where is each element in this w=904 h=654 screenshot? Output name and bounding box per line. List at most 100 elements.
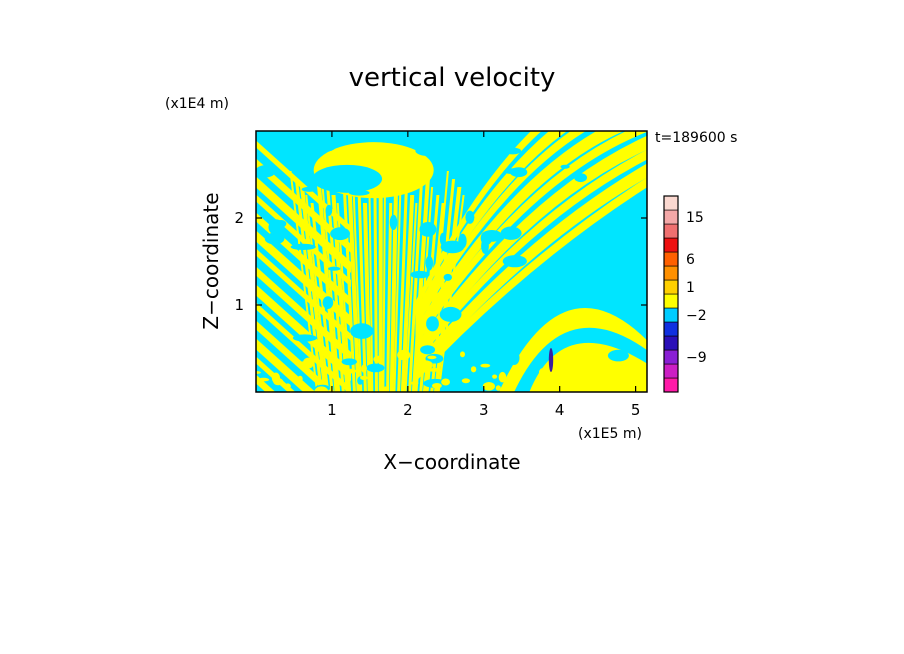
positive-band (256, 302, 351, 392)
negative-patch (627, 261, 635, 270)
positive-patch (628, 364, 636, 371)
negative-patch (350, 323, 374, 339)
positive-patch (603, 367, 609, 372)
colorbar-level (663, 307, 679, 323)
colorbar-level (663, 195, 679, 211)
negative-patch (440, 240, 465, 254)
positive-patch (495, 385, 501, 391)
negative-patch (465, 210, 475, 224)
positive-streak (408, 171, 424, 392)
negative-patch (508, 351, 520, 365)
chart-title: vertical velocity (349, 63, 556, 93)
x-tick-label: 3 (479, 401, 489, 419)
colorbar-level (663, 335, 679, 351)
negative-patch (419, 222, 437, 237)
positive-patch (461, 378, 470, 384)
positive-patch (382, 386, 388, 392)
positive-patch (360, 375, 368, 380)
positive-streak (321, 179, 341, 392)
negative-patch (502, 255, 527, 268)
positive-patch (582, 356, 594, 368)
y-axis-ticks: 12 (234, 209, 647, 314)
positive-arc-band (415, 149, 647, 365)
positive-arc-band (415, 177, 647, 382)
negative-patch (622, 210, 637, 221)
negative-patch (312, 136, 338, 152)
colorbar-level (663, 279, 679, 295)
positive-patch (427, 368, 442, 372)
positive-streak (373, 179, 378, 392)
positive-patch (302, 357, 314, 369)
negative-patch (256, 165, 276, 178)
negative-patch (574, 173, 587, 183)
negative-patch (420, 345, 436, 355)
y-tick-label: 2 (234, 209, 244, 227)
positive-arc-band (415, 135, 647, 360)
negative-patch (607, 349, 629, 362)
positive-patch (410, 381, 419, 385)
colorbar-level (663, 237, 679, 253)
negative-patch (301, 186, 317, 192)
colorbar-level (663, 251, 679, 267)
colorbar-label: 15 (686, 210, 704, 226)
x-tick-label: 4 (555, 401, 565, 419)
positive-streak (363, 203, 372, 392)
negative-blob (312, 164, 383, 193)
negative-patch (503, 168, 524, 175)
positive-patch (441, 378, 450, 386)
negative-patch (500, 226, 522, 240)
positive-streak (393, 179, 402, 392)
positive-streak (430, 179, 456, 392)
positive-patch (460, 351, 465, 358)
positive-streak (331, 195, 350, 392)
positive-streak (368, 171, 374, 392)
negative-patch (282, 358, 291, 364)
y-tick-label: 1 (234, 296, 244, 314)
y-axis-unit: (x1E4 m) (165, 96, 229, 112)
negative-patch (348, 190, 370, 196)
negative-patch (481, 238, 489, 255)
negative-patch (318, 138, 326, 143)
colorbar-label: −2 (686, 308, 707, 324)
negative-patch (459, 382, 479, 392)
negative-patch (443, 139, 456, 150)
negative-patch (264, 232, 285, 245)
positive-patch (258, 379, 264, 386)
positive-patch (314, 386, 329, 392)
positive-streak (404, 203, 418, 392)
colorbar-level (663, 223, 679, 239)
positive-patch (539, 368, 546, 377)
positive-patch (567, 373, 573, 378)
positive-band (256, 356, 296, 392)
positive-patch (432, 383, 442, 389)
positive-patch (361, 364, 367, 373)
colorbar-frame (663, 195, 679, 393)
positive-patch (397, 349, 411, 361)
positive-patch (256, 371, 261, 374)
negative-patch (322, 296, 334, 309)
positive-patch (427, 355, 437, 360)
negative-patch (410, 270, 430, 279)
negative-patch (560, 164, 570, 169)
x-axis-ticks: 1 2 3 4 5 (327, 131, 640, 419)
negative-patch (466, 133, 479, 142)
colorbar-level (663, 349, 679, 365)
negative-patch (268, 219, 284, 236)
strong-downdraft-cell (548, 348, 554, 372)
positive-arc-band (415, 163, 647, 378)
positive-patch (573, 358, 585, 366)
positive-patch (480, 363, 491, 368)
negative-patch (425, 255, 434, 271)
positive-band (256, 248, 351, 341)
colorbar-level (663, 293, 679, 309)
positive-streak (347, 179, 361, 392)
colorbar-label: −9 (686, 350, 707, 366)
positive-patch (273, 378, 284, 386)
positive-patch (482, 382, 495, 391)
negative-velocity-patches (256, 133, 637, 392)
positive-streak (342, 171, 356, 392)
negative-patch (290, 243, 316, 250)
positive-streak (382, 195, 386, 392)
negative-patch (292, 334, 317, 342)
